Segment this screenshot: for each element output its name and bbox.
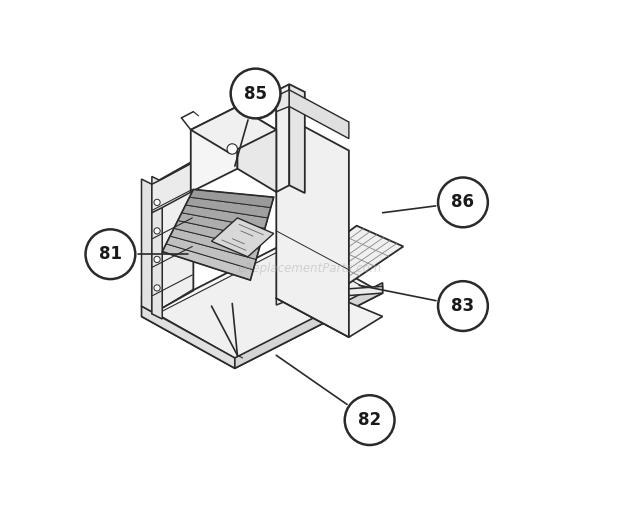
- Polygon shape: [190, 189, 273, 208]
- Polygon shape: [211, 218, 273, 257]
- Polygon shape: [157, 245, 371, 359]
- Text: 81: 81: [99, 245, 122, 263]
- Polygon shape: [170, 228, 259, 259]
- Polygon shape: [237, 106, 277, 192]
- Polygon shape: [141, 241, 383, 368]
- Polygon shape: [191, 106, 277, 153]
- Circle shape: [231, 69, 280, 118]
- Polygon shape: [152, 177, 162, 319]
- Polygon shape: [235, 283, 383, 368]
- Polygon shape: [162, 244, 254, 280]
- Polygon shape: [290, 226, 404, 296]
- Polygon shape: [182, 205, 268, 228]
- Polygon shape: [141, 296, 157, 314]
- Polygon shape: [191, 106, 237, 192]
- Polygon shape: [290, 90, 349, 139]
- Circle shape: [345, 395, 394, 445]
- Text: 86: 86: [451, 193, 474, 211]
- Text: eReplacementParts.com: eReplacementParts.com: [238, 261, 382, 275]
- Circle shape: [154, 199, 160, 205]
- Circle shape: [438, 281, 488, 331]
- Polygon shape: [174, 221, 262, 249]
- Polygon shape: [185, 197, 271, 218]
- Polygon shape: [290, 84, 305, 193]
- Circle shape: [154, 285, 160, 291]
- Polygon shape: [141, 179, 152, 312]
- Polygon shape: [166, 236, 256, 270]
- Circle shape: [438, 178, 488, 227]
- Polygon shape: [277, 278, 383, 337]
- Circle shape: [154, 228, 160, 234]
- Polygon shape: [178, 213, 265, 238]
- Text: 83: 83: [451, 297, 474, 315]
- Polygon shape: [277, 112, 349, 337]
- Polygon shape: [152, 161, 196, 213]
- Circle shape: [227, 144, 237, 154]
- Text: 85: 85: [244, 84, 267, 103]
- Circle shape: [86, 230, 135, 279]
- Polygon shape: [277, 84, 290, 192]
- Polygon shape: [152, 161, 193, 314]
- Polygon shape: [141, 306, 235, 368]
- Text: 82: 82: [358, 411, 381, 429]
- Polygon shape: [277, 287, 383, 305]
- Circle shape: [154, 256, 160, 263]
- Polygon shape: [277, 90, 290, 112]
- Polygon shape: [162, 189, 273, 280]
